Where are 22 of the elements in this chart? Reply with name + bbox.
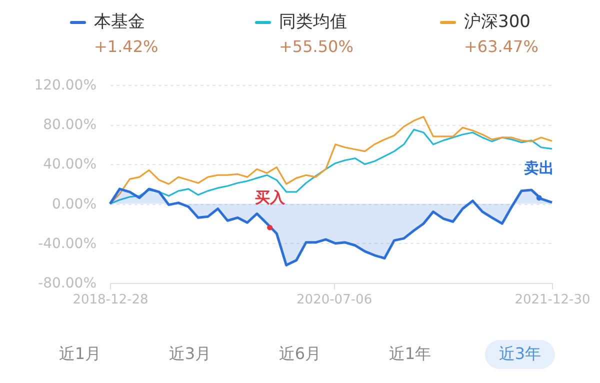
y-tick-label: -40.00% [38,236,96,252]
annotation: 买入 [254,188,286,207]
text: +55.50% [279,37,354,56]
period-button[interactable]: 近1年 [374,340,446,369]
legend-label: 同类均值 [279,12,347,32]
text: +1.42% [94,37,158,56]
y-tick-label: 120.00% [34,78,96,94]
legend-label: 沪深300 [464,12,530,32]
period-button[interactable]: 近1月 [44,340,116,369]
y-tick-label: 80.00% [43,117,96,134]
y-tick-label: -80.00% [38,276,96,292]
text: +63.47% [464,37,538,56]
y-tick-label: 40.00% [43,156,96,173]
x-tick-label: 2021-12-30 [514,292,590,308]
legend-label: 本基金 [94,12,145,32]
period-button[interactable]: 近3月 [154,340,226,369]
x-tick-label: 2020-07-06 [296,292,372,308]
y-tick-label: 0.00% [52,196,96,212]
period-button[interactable]: 近6月 [264,340,336,369]
x-tick-label: 2018-12-28 [72,292,148,308]
period-button[interactable]: 近3年 [484,340,556,369]
annotation: 卖出 [524,158,554,177]
